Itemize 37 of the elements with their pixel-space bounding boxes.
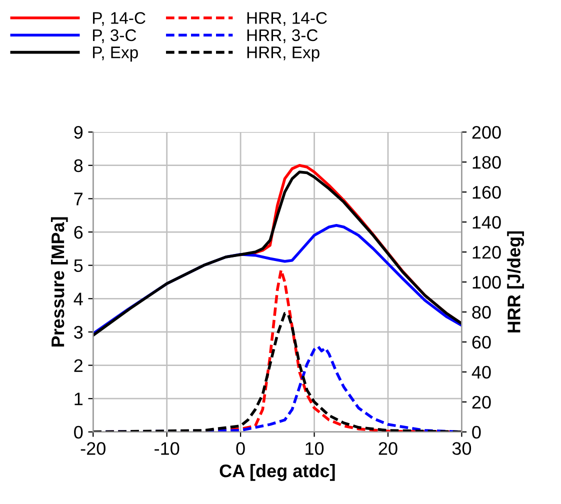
x-axis-title: CA [deg atdc] — [220, 464, 335, 481]
y2-tick-label: 80 — [472, 306, 491, 319]
x-tick-label: -20 — [80, 442, 106, 455]
legend-label: P, 3-C — [93, 29, 136, 44]
y2-tick-label: 200 — [472, 126, 501, 139]
y-tick-label: 2 — [74, 359, 82, 372]
y-tick-label: 4 — [74, 292, 83, 306]
y-tick-label: 8 — [74, 159, 83, 172]
y-tick-label: 3 — [74, 326, 83, 339]
legend-label: HRR, Exp — [247, 46, 320, 62]
y-tick-label: 9 — [74, 126, 83, 139]
y2-axis-title: HRR [J/deg] — [507, 231, 524, 332]
legend-label: HRR, 14-C — [247, 12, 327, 26]
y-tick-label: 6 — [74, 226, 83, 239]
y-tick-label: 5 — [74, 259, 83, 272]
line-series — [93, 170, 462, 337]
y-axis-title: Pressure [MPa] — [50, 217, 68, 347]
y2-tick-label: 0 — [472, 426, 481, 439]
y2-tick-label: 140 — [472, 216, 501, 229]
x-tick-label: 10 — [306, 442, 324, 455]
x-tick-label: 30 — [452, 442, 472, 455]
y2-tick-label: 40 — [472, 366, 491, 379]
y2-tick-label: 20 — [472, 396, 491, 409]
x-tick-label: -10 — [154, 442, 180, 455]
legend-label: P, Exp — [93, 46, 138, 62]
y2-tick-label: 160 — [472, 186, 501, 199]
y2-tick-label: 120 — [472, 246, 501, 259]
y-tick-label: 0 — [74, 426, 83, 439]
legend-label: P, 14-C — [93, 12, 146, 26]
legend-label: HRR, 3-C — [247, 29, 318, 44]
y-tick-label: 7 — [74, 192, 82, 206]
y2-tick-label: 180 — [472, 156, 501, 169]
y2-tick-label: 60 — [472, 336, 491, 349]
y2-tick-label: 100 — [472, 276, 501, 289]
x-tick-label: 20 — [378, 442, 398, 455]
y-tick-label: 1 — [74, 392, 83, 406]
x-tick-label: 0 — [236, 442, 245, 455]
